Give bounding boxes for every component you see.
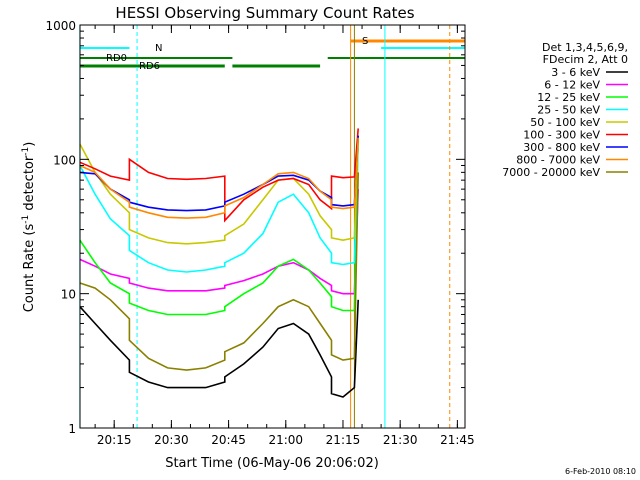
x-tick-label: 21:30 bbox=[383, 433, 418, 447]
status-bars bbox=[79, 39, 465, 68]
legend-label: 100 - 300 keV bbox=[523, 129, 600, 142]
x-axis-label: Start Time (06-May-06 20:06:02) bbox=[165, 456, 379, 471]
axis-ticks: 20:15 20:30 20:45 21:00 21:15 21:30 21:45 1 10 10… bbox=[45, 19, 474, 447]
series-line-4 bbox=[79, 139, 359, 245]
annotation-rd6: RD6 bbox=[139, 61, 160, 72]
series-line-0 bbox=[79, 299, 359, 398]
event-markers bbox=[79, 25, 451, 428]
y-tick-label: 100 bbox=[53, 153, 76, 167]
annotation-n: N bbox=[155, 43, 162, 54]
series-line-3 bbox=[79, 139, 359, 273]
x-tick-label: 21:15 bbox=[326, 433, 361, 447]
series-line-2 bbox=[79, 135, 359, 316]
series-line-7 bbox=[79, 137, 359, 219]
y-tick-label: 1000 bbox=[45, 19, 76, 33]
legend-label: 3 - 6 keV bbox=[551, 66, 600, 79]
legend-label: 6 - 12 keV bbox=[544, 79, 600, 92]
plot-frame bbox=[79, 24, 466, 429]
y-axis-label-end: ) bbox=[22, 142, 37, 147]
series-lines bbox=[79, 128, 359, 398]
footer-date: 6-Feb-2010 08:10 bbox=[565, 467, 636, 476]
series-line-5 bbox=[79, 128, 359, 223]
rd-bar-upper bbox=[327, 57, 465, 59]
annotation-rd0: RD0 bbox=[106, 53, 127, 64]
legend-header-line-2: FDecim 2, Att 0 bbox=[543, 53, 628, 66]
x-tick-label: 20:45 bbox=[211, 433, 246, 447]
legend-label: 300 - 800 keV bbox=[523, 141, 600, 154]
rd-bar-upper bbox=[79, 57, 233, 59]
s-bar bbox=[350, 39, 465, 43]
legend-label: 50 - 100 keV bbox=[530, 116, 600, 129]
rd-bar-lower bbox=[79, 64, 225, 68]
n-bar bbox=[79, 47, 130, 49]
legend-label: 800 - 7000 keV bbox=[516, 154, 600, 167]
y-axis-label-sup2: -1 bbox=[21, 147, 31, 156]
y-axis-label: Count Rate (s-1 detector-1) bbox=[21, 142, 37, 313]
legend-header-line-1: Det 1,3,4,5,6,9, bbox=[542, 41, 628, 54]
y-axis-label-sup1: -1 bbox=[21, 215, 31, 224]
rd-bar-lower bbox=[232, 64, 321, 68]
y-axis-label-base: Count Rate (s bbox=[22, 224, 37, 313]
series-line-6 bbox=[79, 135, 359, 212]
x-tick-label: 21:00 bbox=[268, 433, 303, 447]
series-line-8 bbox=[79, 172, 359, 371]
legend: Det 1,3,4,5,6,9, FDecim 2, Att 0 3 - 6 k… bbox=[502, 41, 628, 179]
annotation-s: S bbox=[362, 36, 368, 47]
x-tick-label: 21:45 bbox=[440, 433, 475, 447]
x-tick-label: 20:30 bbox=[154, 433, 189, 447]
x-tick-label: 20:15 bbox=[97, 433, 132, 447]
y-tick-label: 1 bbox=[68, 422, 76, 436]
y-tick-label: 10 bbox=[61, 288, 76, 302]
legend-label: 12 - 25 keV bbox=[537, 91, 600, 104]
chart-title: HESSI Observing Summary Count Rates bbox=[115, 4, 414, 22]
n-bar bbox=[381, 47, 465, 49]
series-line-1 bbox=[79, 189, 359, 295]
legend-label: 7000 - 20000 keV bbox=[502, 166, 600, 179]
y-axis-label-mid: detector bbox=[22, 155, 37, 215]
legend-label: 25 - 50 keV bbox=[537, 104, 600, 117]
